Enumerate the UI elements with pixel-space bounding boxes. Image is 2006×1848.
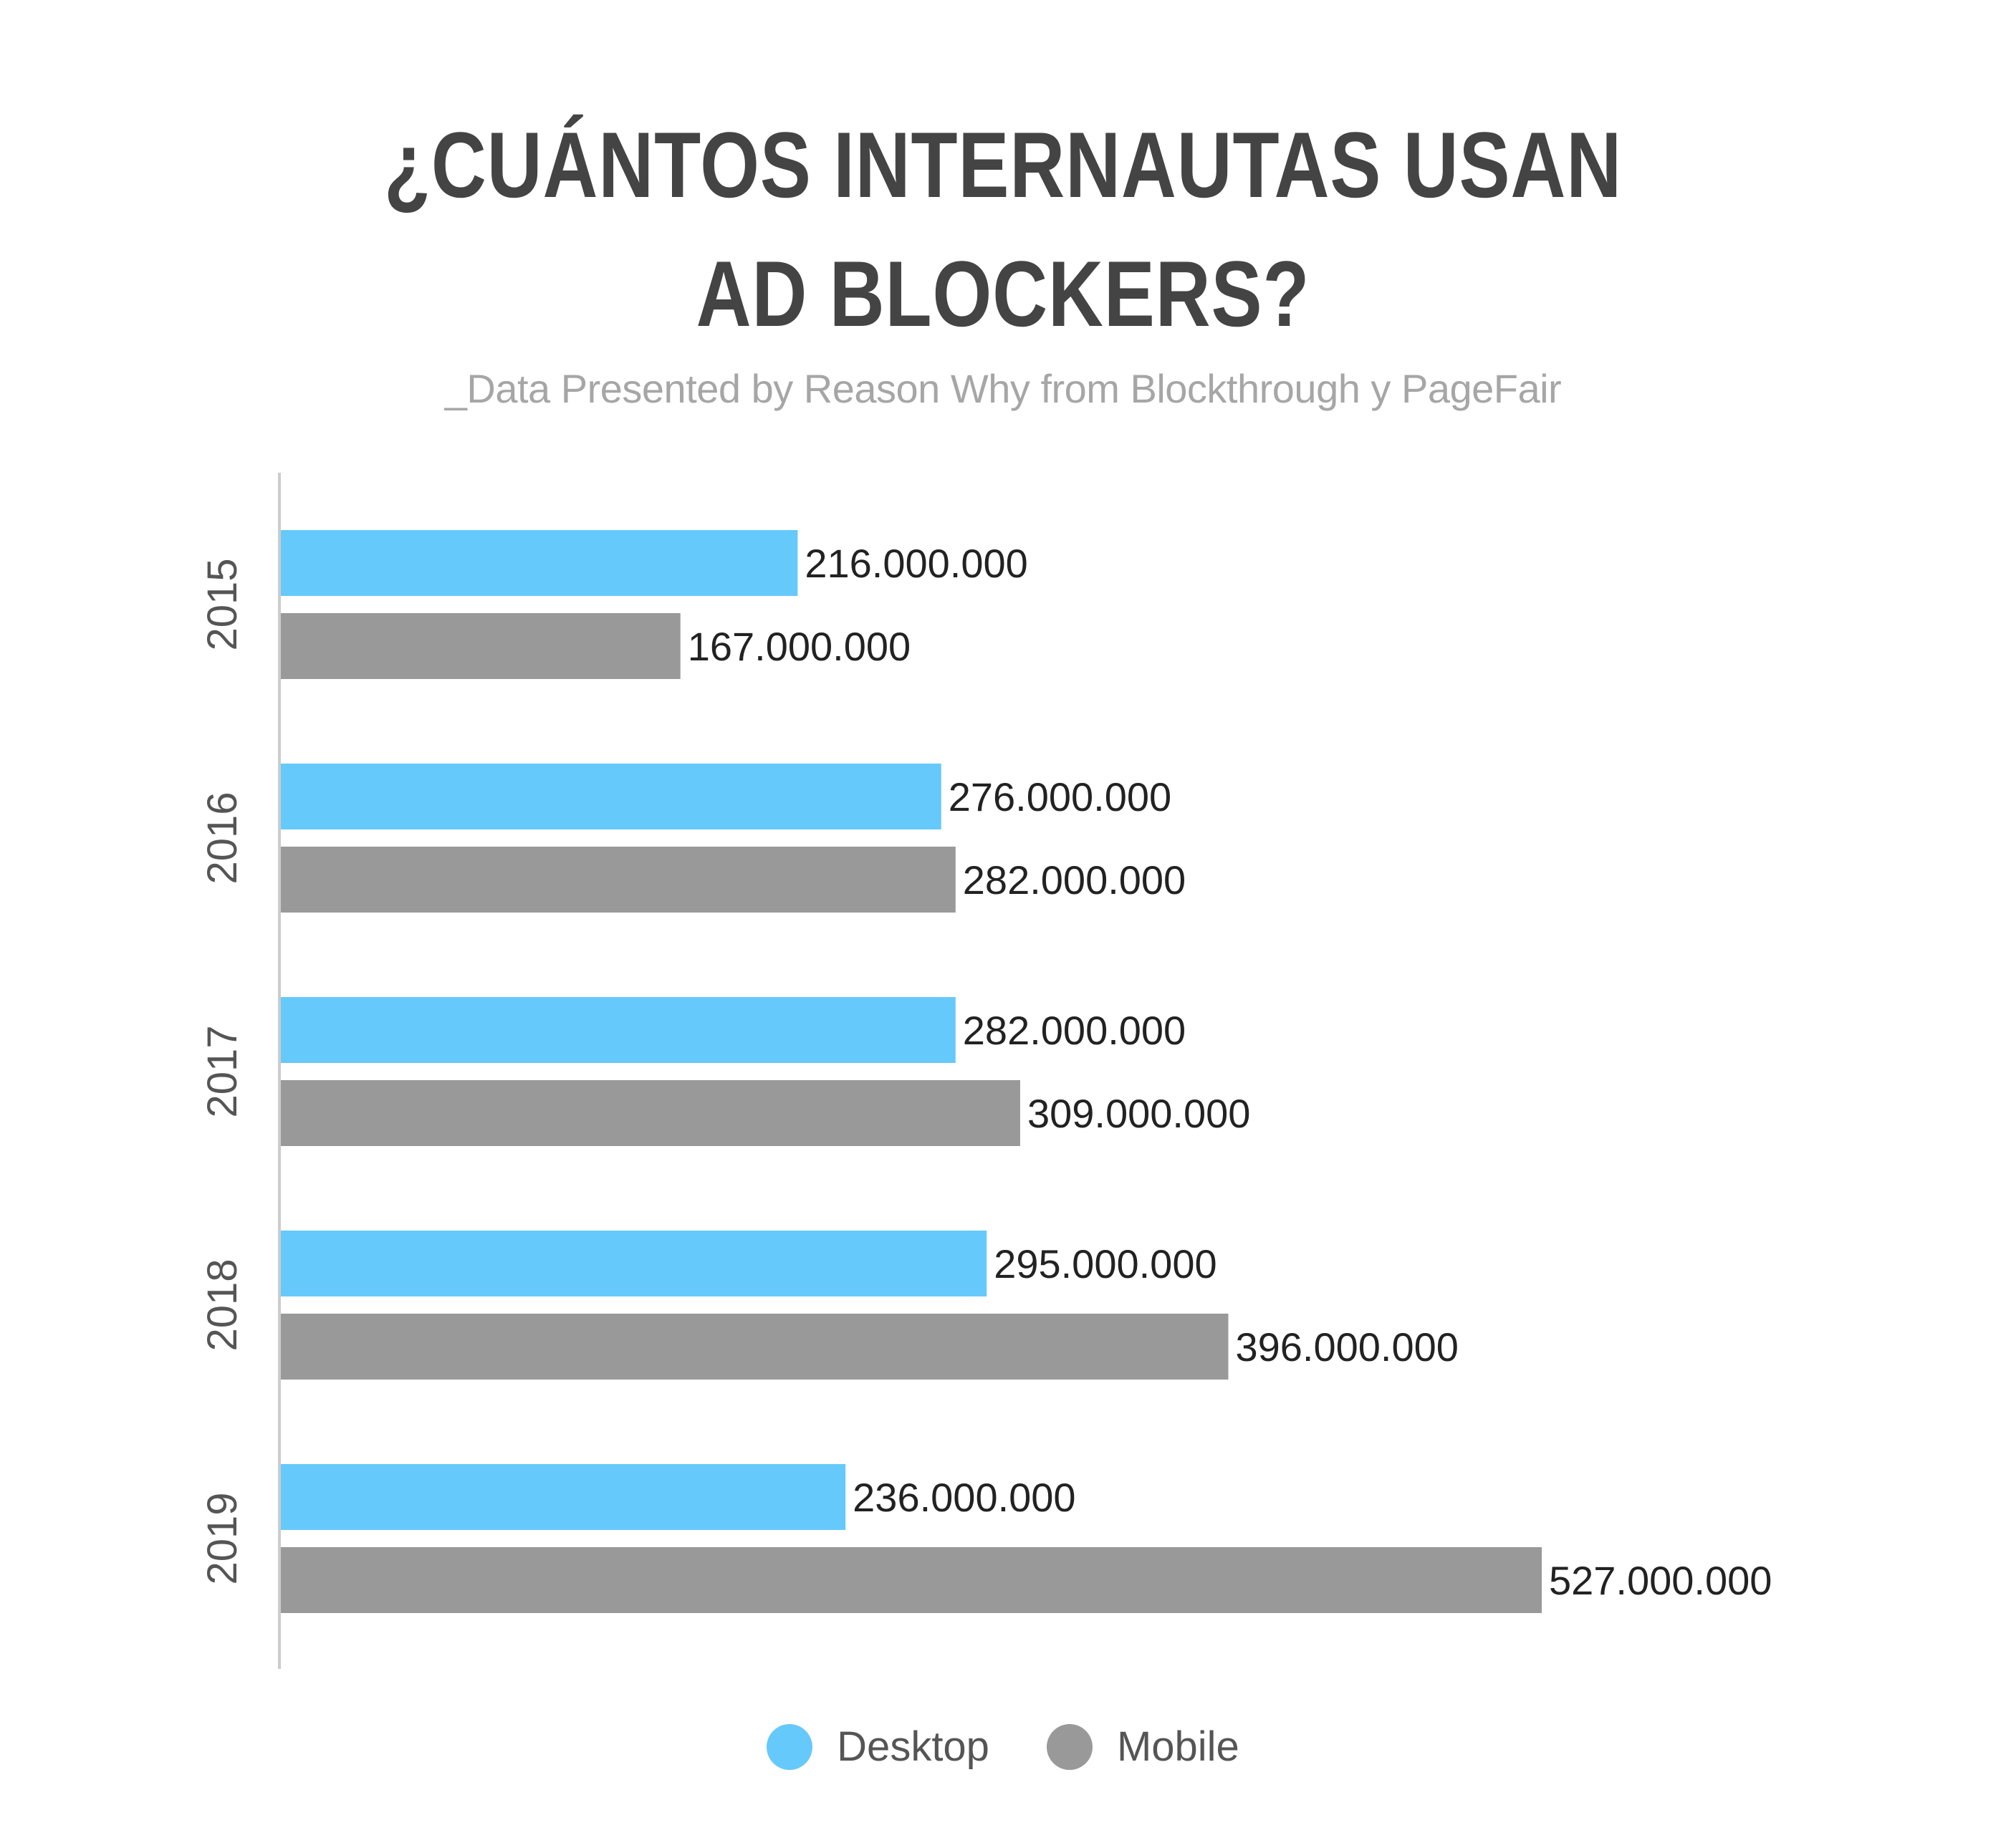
bar-mobile-2017 — [281, 1080, 1020, 1146]
category-label-2017: 2017 — [199, 1025, 246, 1117]
data-label-mobile-2019: 527.000.000 — [1549, 1558, 1772, 1603]
data-label-desktop-2016: 276.000.000 — [949, 774, 1171, 819]
bar-desktop-2016 — [281, 764, 941, 829]
bar-desktop-2018 — [281, 1231, 987, 1296]
bar-desktop-2015 — [281, 530, 798, 596]
data-label-mobile-2015: 167.000.000 — [688, 624, 911, 669]
data-label-desktop-2018: 295.000.000 — [994, 1241, 1216, 1286]
legend-item-desktop: Desktop — [767, 1723, 989, 1771]
category-label-2015: 2015 — [199, 558, 246, 650]
data-label-mobile-2018: 396.000.000 — [1236, 1324, 1459, 1370]
title-line-2: AD BLOCKERS? — [696, 241, 1310, 346]
chart-subtitle: _Data Presented by Reason Why from Block… — [444, 366, 1562, 411]
title-line-1: ¿CUÁNTOS INTERNAUTAS USAN — [383, 112, 1623, 217]
category-label-2019: 2019 — [199, 1492, 246, 1584]
legend-dot-mobile — [1046, 1723, 1093, 1770]
legend-label-desktop: Desktop — [837, 1723, 989, 1770]
bar-desktop-2019 — [281, 1464, 846, 1530]
legend: Desktop Mobile — [0, 1723, 2006, 1771]
bar-mobile-2018 — [281, 1314, 1229, 1380]
bar-mobile-2019 — [281, 1547, 1542, 1613]
data-label-desktop-2017: 282.000.000 — [963, 1008, 1186, 1053]
legend-label-mobile: Mobile — [1116, 1723, 1239, 1770]
bar-mobile-2016 — [281, 847, 956, 913]
bar-mobile-2015 — [281, 613, 681, 679]
category-label-2016: 2016 — [199, 791, 246, 884]
bar-desktop-2017 — [281, 997, 956, 1063]
data-label-mobile-2017: 309.000.000 — [1027, 1091, 1250, 1136]
data-label-desktop-2019: 236.000.000 — [853, 1475, 1075, 1520]
category-label-2018: 2018 — [199, 1259, 246, 1351]
data-label-mobile-2016: 282.000.000 — [963, 857, 1186, 903]
data-label-desktop-2015: 216.000.000 — [805, 541, 1027, 586]
legend-dot-desktop — [767, 1723, 813, 1770]
legend-item-mobile: Mobile — [1046, 1723, 1239, 1771]
